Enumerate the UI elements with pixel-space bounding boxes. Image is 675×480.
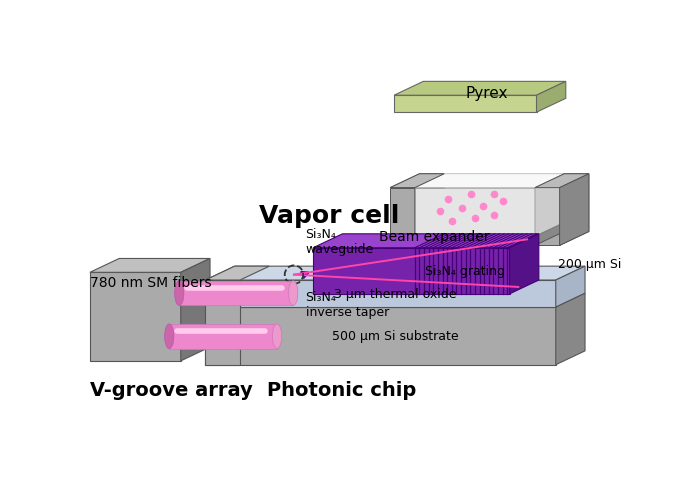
Text: Photonic chip: Photonic chip [267,380,416,399]
Polygon shape [313,248,510,294]
Text: Vapor cell: Vapor cell [259,203,400,227]
Polygon shape [180,281,293,306]
Text: V-groove array: V-groove array [90,380,252,399]
Polygon shape [313,234,539,248]
Text: 780 nm SM fibers: 780 nm SM fibers [90,276,211,289]
Text: 500 μm Si substrate: 500 μm Si substrate [331,329,458,342]
Polygon shape [181,259,210,361]
Polygon shape [415,174,564,188]
Polygon shape [535,188,560,246]
Polygon shape [535,223,564,246]
Polygon shape [390,174,444,188]
Polygon shape [394,96,537,113]
Polygon shape [535,174,564,237]
Polygon shape [556,266,585,307]
Polygon shape [205,293,585,307]
Polygon shape [415,237,535,246]
Text: 200 μm Si: 200 μm Si [558,257,621,270]
Polygon shape [205,307,556,365]
Text: Si₃N₄ grating: Si₃N₄ grating [425,265,505,278]
Ellipse shape [289,281,298,306]
Polygon shape [535,174,589,188]
Ellipse shape [165,324,174,349]
Polygon shape [537,82,566,113]
Text: Si₃N₄
waveguide: Si₃N₄ waveguide [306,228,374,256]
Text: Beam expander: Beam expander [379,229,489,243]
Polygon shape [205,280,240,365]
Text: 3 μm thermal oxide: 3 μm thermal oxide [333,287,456,300]
Polygon shape [560,174,589,246]
Polygon shape [90,273,181,361]
Polygon shape [205,266,269,280]
Polygon shape [535,174,589,188]
Polygon shape [415,174,444,246]
Text: Si₃N₄
inverse taper: Si₃N₄ inverse taper [306,290,389,318]
Ellipse shape [273,324,281,349]
Polygon shape [394,82,566,96]
Polygon shape [510,234,539,294]
Polygon shape [90,259,210,273]
Text: Pyrex: Pyrex [466,85,508,100]
Polygon shape [415,223,564,237]
Polygon shape [169,324,277,349]
Ellipse shape [175,281,184,306]
Polygon shape [205,280,556,307]
Polygon shape [390,174,444,188]
Polygon shape [556,293,585,365]
Polygon shape [390,188,415,246]
Polygon shape [205,266,585,280]
Polygon shape [560,174,589,246]
Polygon shape [415,188,535,237]
